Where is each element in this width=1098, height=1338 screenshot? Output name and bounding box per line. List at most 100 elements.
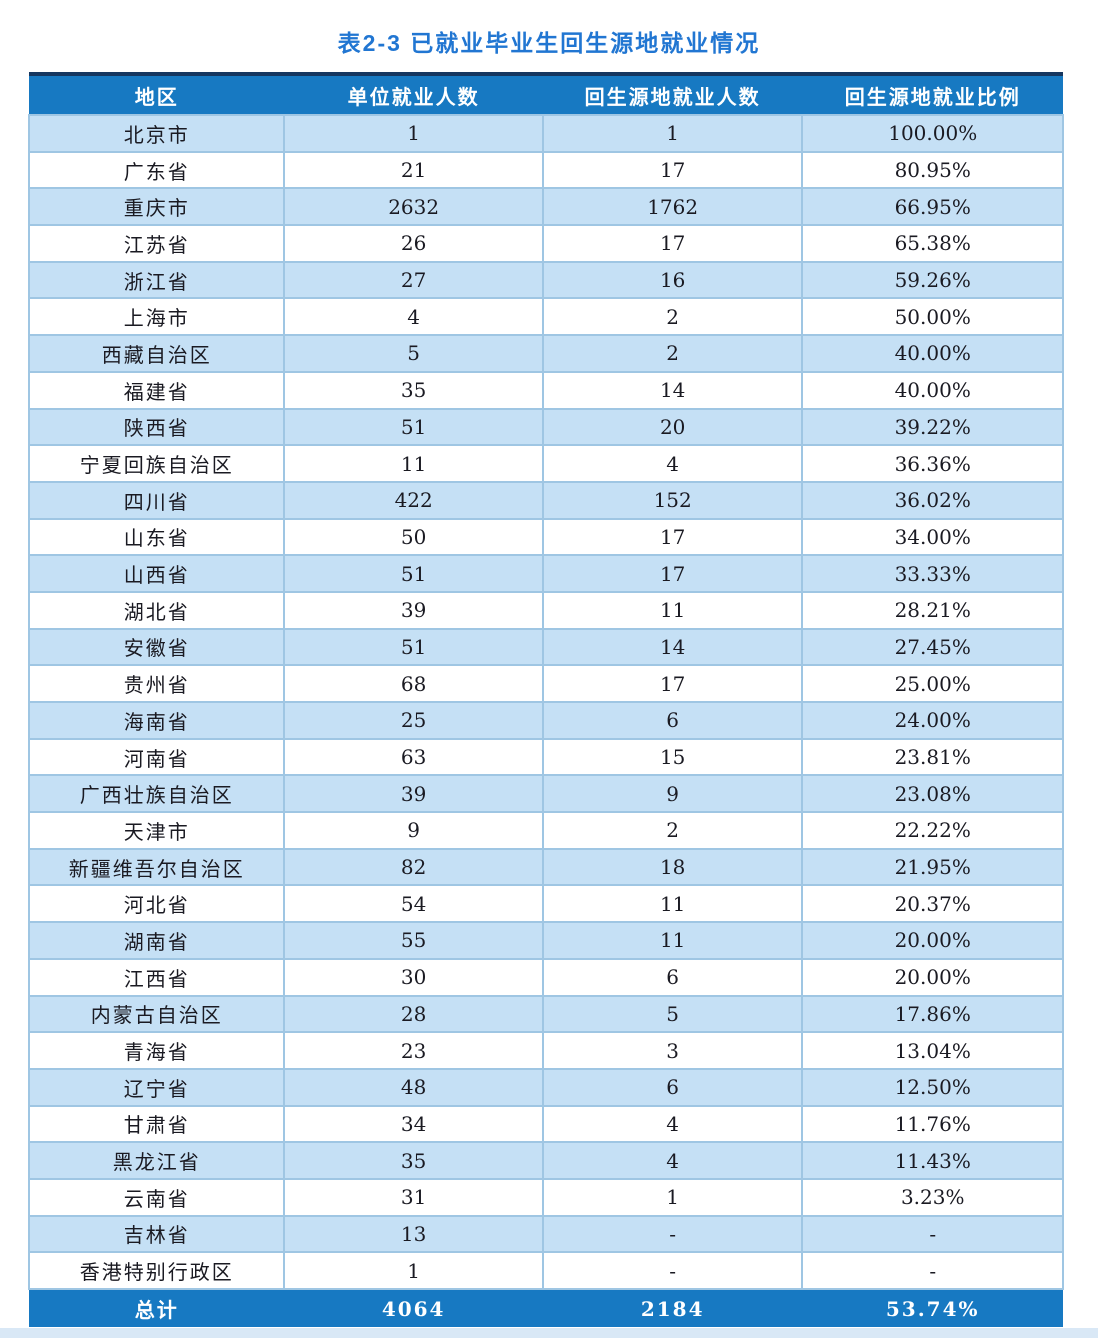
table-row: 江苏省 26 17 65.38% xyxy=(27,224,1064,263)
table-row: 贵州省 68 17 25.00% xyxy=(27,664,1064,703)
cell-unit-employed-count: 48 xyxy=(283,1067,544,1107)
cell-return-origin-count: - xyxy=(541,1214,804,1254)
cell-return-origin-ratio: 59.26% xyxy=(801,260,1064,300)
column-header-return-origin-ratio: 回生源地就业比例 xyxy=(802,72,1063,116)
cell-return-origin-count: 152 xyxy=(541,480,804,520)
cell-return-origin-ratio: 3.23% xyxy=(801,1177,1064,1217)
cell-return-origin-count: 2 xyxy=(541,334,804,373)
cell-region: 湖南省 xyxy=(27,921,286,960)
cell-return-origin-count: 15 xyxy=(541,737,804,777)
total-unit-employed-count: 4064 xyxy=(284,1289,543,1327)
cell-return-origin-count: 11 xyxy=(541,921,804,960)
cell-unit-employed-count: 28 xyxy=(283,994,544,1034)
cell-unit-employed-count: 82 xyxy=(283,847,544,887)
cell-return-origin-count: 1762 xyxy=(541,187,804,227)
cell-region: 江苏省 xyxy=(27,224,286,263)
cell-return-origin-ratio: 80.95% xyxy=(801,150,1064,190)
table-row: 广西壮族自治区 39 9 23.08% xyxy=(27,774,1064,814)
cell-region: 辽宁省 xyxy=(27,1067,286,1107)
header-row: 地区 单位就业人数 回生源地就业人数 回生源地就业比例 xyxy=(29,72,1063,116)
cell-return-origin-ratio: 40.00% xyxy=(801,334,1064,373)
cell-return-origin-ratio: 11.43% xyxy=(801,1141,1064,1180)
cell-unit-employed-count: 23 xyxy=(283,1031,544,1070)
cell-unit-employed-count: 35 xyxy=(283,1141,544,1180)
cell-return-origin-ratio: 34.00% xyxy=(801,517,1064,557)
bottom-strip xyxy=(0,1328,1098,1338)
cell-unit-employed-count: 35 xyxy=(283,370,544,410)
table-row: 内蒙古自治区 28 5 17.86% xyxy=(27,994,1064,1034)
cell-return-origin-count: 11 xyxy=(541,590,804,630)
cell-return-origin-ratio: 24.00% xyxy=(801,701,1064,740)
table-row: 吉林省 13- - xyxy=(27,1214,1064,1254)
table-row: 天津市 9 2 22.22% xyxy=(27,811,1064,850)
total-return-origin-ratio: 53.74% xyxy=(802,1289,1063,1327)
cell-region: 北京市 xyxy=(27,114,286,153)
employment-table: 地区 单位就业人数 回生源地就业人数 回生源地就业比例 北京市 1 1 100.00%… xyxy=(27,72,1064,1327)
cell-return-origin-ratio: - xyxy=(801,1214,1064,1254)
table-row: 海南省 25 6 24.00% xyxy=(27,701,1064,740)
cell-return-origin-ratio: 20.37% xyxy=(801,884,1064,924)
cell-return-origin-ratio: 23.08% xyxy=(801,774,1064,814)
table-row: 安徽省 51 14 27.45% xyxy=(27,627,1064,667)
table-row: 河北省 54 11 20.37% xyxy=(27,884,1064,924)
cell-return-origin-count: 6 xyxy=(541,1067,804,1107)
table-row: 甘肃省 34 4 11.76% xyxy=(27,1104,1064,1144)
cell-unit-employed-count: 13 xyxy=(283,1214,544,1254)
total-row: 总计 4064 2184 53.74% xyxy=(29,1289,1063,1327)
cell-region: 新疆维吾尔自治区 xyxy=(27,847,286,887)
table-row: 重庆市 2632 1762 66.95% xyxy=(27,187,1064,227)
table-row: 香港特别行政区 1- - xyxy=(27,1251,1064,1290)
cell-return-origin-count: - xyxy=(541,1251,804,1290)
cell-region: 海南省 xyxy=(27,701,286,740)
cell-unit-employed-count: 9 xyxy=(283,811,544,850)
cell-return-origin-ratio: - xyxy=(801,1251,1064,1290)
cell-return-origin-count: 9 xyxy=(541,774,804,814)
cell-region: 贵州省 xyxy=(27,664,286,703)
cell-return-origin-ratio: 12.50% xyxy=(801,1067,1064,1107)
cell-return-origin-count: 3 xyxy=(541,1031,804,1070)
cell-return-origin-ratio: 40.00% xyxy=(801,370,1064,410)
cell-unit-employed-count: 25 xyxy=(283,701,544,740)
cell-return-origin-count: 6 xyxy=(541,701,804,740)
cell-region: 河南省 xyxy=(27,737,286,777)
table-row: 湖北省 39 11 28.21% xyxy=(27,590,1064,630)
table-body: 北京市 1 1 100.00% 广东省 21 17 80.95% 重庆市 2632 1762 66.9… xyxy=(27,114,1064,1290)
cell-region: 甘肃省 xyxy=(27,1104,286,1144)
table-row: 西藏自治区 5 2 40.00% xyxy=(27,334,1064,373)
cell-unit-employed-count: 4 xyxy=(283,297,544,337)
table-row: 青海省 23 3 13.04% xyxy=(27,1031,1064,1070)
column-header-region: 地区 xyxy=(29,72,285,116)
cell-unit-employed-count: 422 xyxy=(283,480,544,520)
cell-unit-employed-count: 51 xyxy=(283,407,544,447)
cell-return-origin-count: 17 xyxy=(541,150,804,190)
cell-unit-employed-count: 68 xyxy=(283,664,544,703)
cell-return-origin-count: 14 xyxy=(541,627,804,667)
cell-unit-employed-count: 2632 xyxy=(283,187,544,227)
cell-return-origin-count: 1 xyxy=(541,114,804,153)
table-row: 新疆维吾尔自治区 82 18 21.95% xyxy=(27,847,1064,887)
cell-return-origin-ratio: 23.81% xyxy=(801,737,1064,777)
cell-region: 西藏自治区 xyxy=(27,334,286,373)
cell-return-origin-ratio: 28.21% xyxy=(801,590,1064,630)
cell-return-origin-count: 4 xyxy=(541,1141,804,1180)
cell-region: 天津市 xyxy=(27,811,286,850)
cell-unit-employed-count: 1 xyxy=(283,114,544,153)
cell-return-origin-ratio: 33.33% xyxy=(801,554,1064,593)
cell-region: 内蒙古自治区 xyxy=(27,994,286,1034)
cell-return-origin-ratio: 65.38% xyxy=(801,224,1064,263)
cell-return-origin-ratio: 66.95% xyxy=(801,187,1064,227)
cell-unit-employed-count: 51 xyxy=(283,627,544,667)
cell-return-origin-count: 17 xyxy=(541,554,804,593)
cell-return-origin-ratio: 22.22% xyxy=(801,811,1064,850)
cell-region: 吉林省 xyxy=(27,1214,286,1254)
cell-return-origin-count: 4 xyxy=(541,444,804,483)
cell-region: 云南省 xyxy=(27,1177,286,1217)
cell-region: 陕西省 xyxy=(27,407,286,447)
cell-return-origin-count: 16 xyxy=(541,260,804,300)
cell-unit-employed-count: 55 xyxy=(283,921,544,960)
table-row: 浙江省 27 16 59.26% xyxy=(27,260,1064,300)
cell-return-origin-count: 4 xyxy=(541,1104,804,1144)
table-row: 江西省 30 6 20.00% xyxy=(27,957,1064,997)
cell-unit-employed-count: 21 xyxy=(283,150,544,190)
table-row: 湖南省 55 11 20.00% xyxy=(27,921,1064,960)
